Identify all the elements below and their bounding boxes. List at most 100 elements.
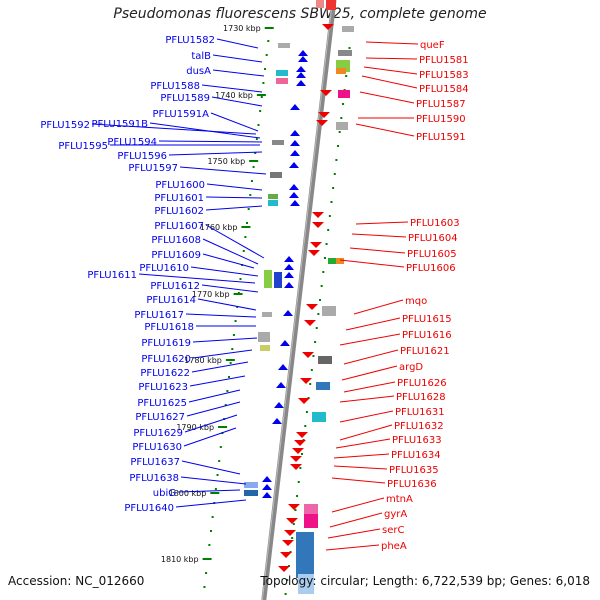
gene-box [278, 43, 290, 48]
track-dot [224, 404, 227, 406]
left-gene-label: PFLU1602 [154, 206, 204, 217]
left-gene-label: PFLU1595 [58, 141, 108, 152]
left-gene-label: PFLU1640 [124, 503, 174, 514]
right-leader-line [345, 317, 401, 331]
reverse-arrow [312, 222, 324, 228]
gene-box [304, 514, 318, 528]
reverse-arrow [308, 250, 320, 256]
left-leader-line [188, 389, 241, 403]
track-dot [284, 593, 287, 595]
reverse-arrow [286, 518, 298, 524]
track-dot [239, 278, 242, 280]
kbp-ticks: 1730 kbp 1740 kbp 1750 kbp 1760 kbp 1770 kbp… [161, 24, 274, 564]
right-gene-label: argD [399, 362, 423, 373]
right-gene-label: PFLU1628 [396, 392, 446, 403]
reverse-arrow [278, 566, 290, 572]
track-dot [305, 411, 308, 413]
right-leader-line [343, 381, 396, 393]
track-dot [231, 348, 234, 350]
left-leader-line [212, 54, 263, 63]
track-dot [232, 334, 235, 336]
track-dot [338, 131, 341, 133]
topology-text: Topology: circular; Length: 6,722,539 bp… [260, 574, 590, 588]
left-leader-line [190, 266, 259, 277]
forward-arrow [290, 130, 300, 136]
left-gene-label: PFLU1589 [160, 93, 210, 104]
track-dot [312, 355, 315, 357]
track-dot [294, 509, 297, 511]
gene-box [276, 78, 288, 84]
left-leader-line [201, 84, 263, 93]
gene-box [276, 70, 288, 76]
left-gene-label: PFLU1601 [154, 193, 204, 204]
reverse-arrow [298, 398, 310, 404]
right-leader-line [339, 395, 395, 403]
gene-box [244, 490, 258, 496]
left-gene-label: PFLU1610 [139, 263, 189, 274]
track-dot [264, 68, 267, 70]
track-dot [265, 54, 268, 56]
right-gene-label: PFLU1615 [402, 314, 452, 325]
left-gene-label: PFLU1637 [130, 457, 180, 468]
right-gene-label: serC [382, 525, 404, 536]
reverse-arrow [302, 352, 314, 358]
gene-box [262, 312, 272, 317]
left-leader-line [91, 123, 257, 135]
left-gene-label: PFLU1591B [92, 119, 149, 130]
track-dot [205, 572, 208, 574]
left-leader-line [168, 151, 263, 156]
right-gene-label: PFLU1606 [406, 263, 456, 274]
track-dot [327, 229, 330, 231]
kbp-tick-label: 1750 kbp [207, 157, 245, 166]
right-leader-line [339, 410, 394, 423]
left-gene-label: PFLU1630 [132, 442, 182, 453]
left-gene-label: PFLU1627 [135, 412, 185, 423]
forward-arrow [289, 192, 299, 198]
right-gene-label: PFLU1581 [419, 55, 469, 66]
forward-arrow [290, 104, 300, 110]
left-leader-line [216, 38, 259, 49]
track-dot [252, 166, 255, 168]
forward-arrow [298, 50, 308, 56]
gene-box [260, 345, 270, 351]
track-dot [246, 222, 249, 224]
left-gene-label: PFLU1609 [151, 250, 201, 261]
forward-arrow [274, 402, 284, 408]
left-leader-line [179, 166, 267, 175]
track-dot [267, 40, 270, 42]
right-gene-label: PFLU1591 [416, 132, 466, 143]
gene-box [318, 356, 332, 364]
right-gene-label: PFLU1621 [400, 346, 450, 357]
kbp-tick-label: 1740 kbp [215, 91, 253, 100]
right-leader-line [343, 349, 399, 365]
track-dot [348, 47, 351, 49]
track-dot [314, 341, 317, 343]
forward-arrow [296, 72, 306, 78]
right-gene-label: PFLU1616 [402, 330, 452, 341]
track-dot [323, 257, 326, 259]
gene-box [322, 306, 336, 316]
track-dot [219, 446, 222, 448]
left-leader-line [177, 489, 241, 493]
track-dot [319, 299, 322, 301]
track-dot [286, 579, 289, 581]
track-dot [340, 117, 343, 119]
forward-arrow [278, 364, 288, 370]
reverse-arrow [312, 212, 324, 218]
reverse-arrow [292, 448, 304, 454]
reverse-arrow [304, 320, 316, 326]
gene-box [304, 504, 318, 514]
right-leader-line [341, 365, 398, 381]
left-gene-label: PFLU1617 [134, 310, 184, 321]
track-dot [242, 250, 245, 252]
track-dot [325, 243, 328, 245]
reverse-arrow [316, 120, 328, 126]
gene-box [338, 50, 352, 56]
forward-arrow [262, 492, 272, 498]
reverse-arrow [296, 432, 308, 438]
left-leader-line [149, 122, 261, 139]
reverse-arrow [294, 440, 306, 446]
track-dot [328, 215, 331, 217]
